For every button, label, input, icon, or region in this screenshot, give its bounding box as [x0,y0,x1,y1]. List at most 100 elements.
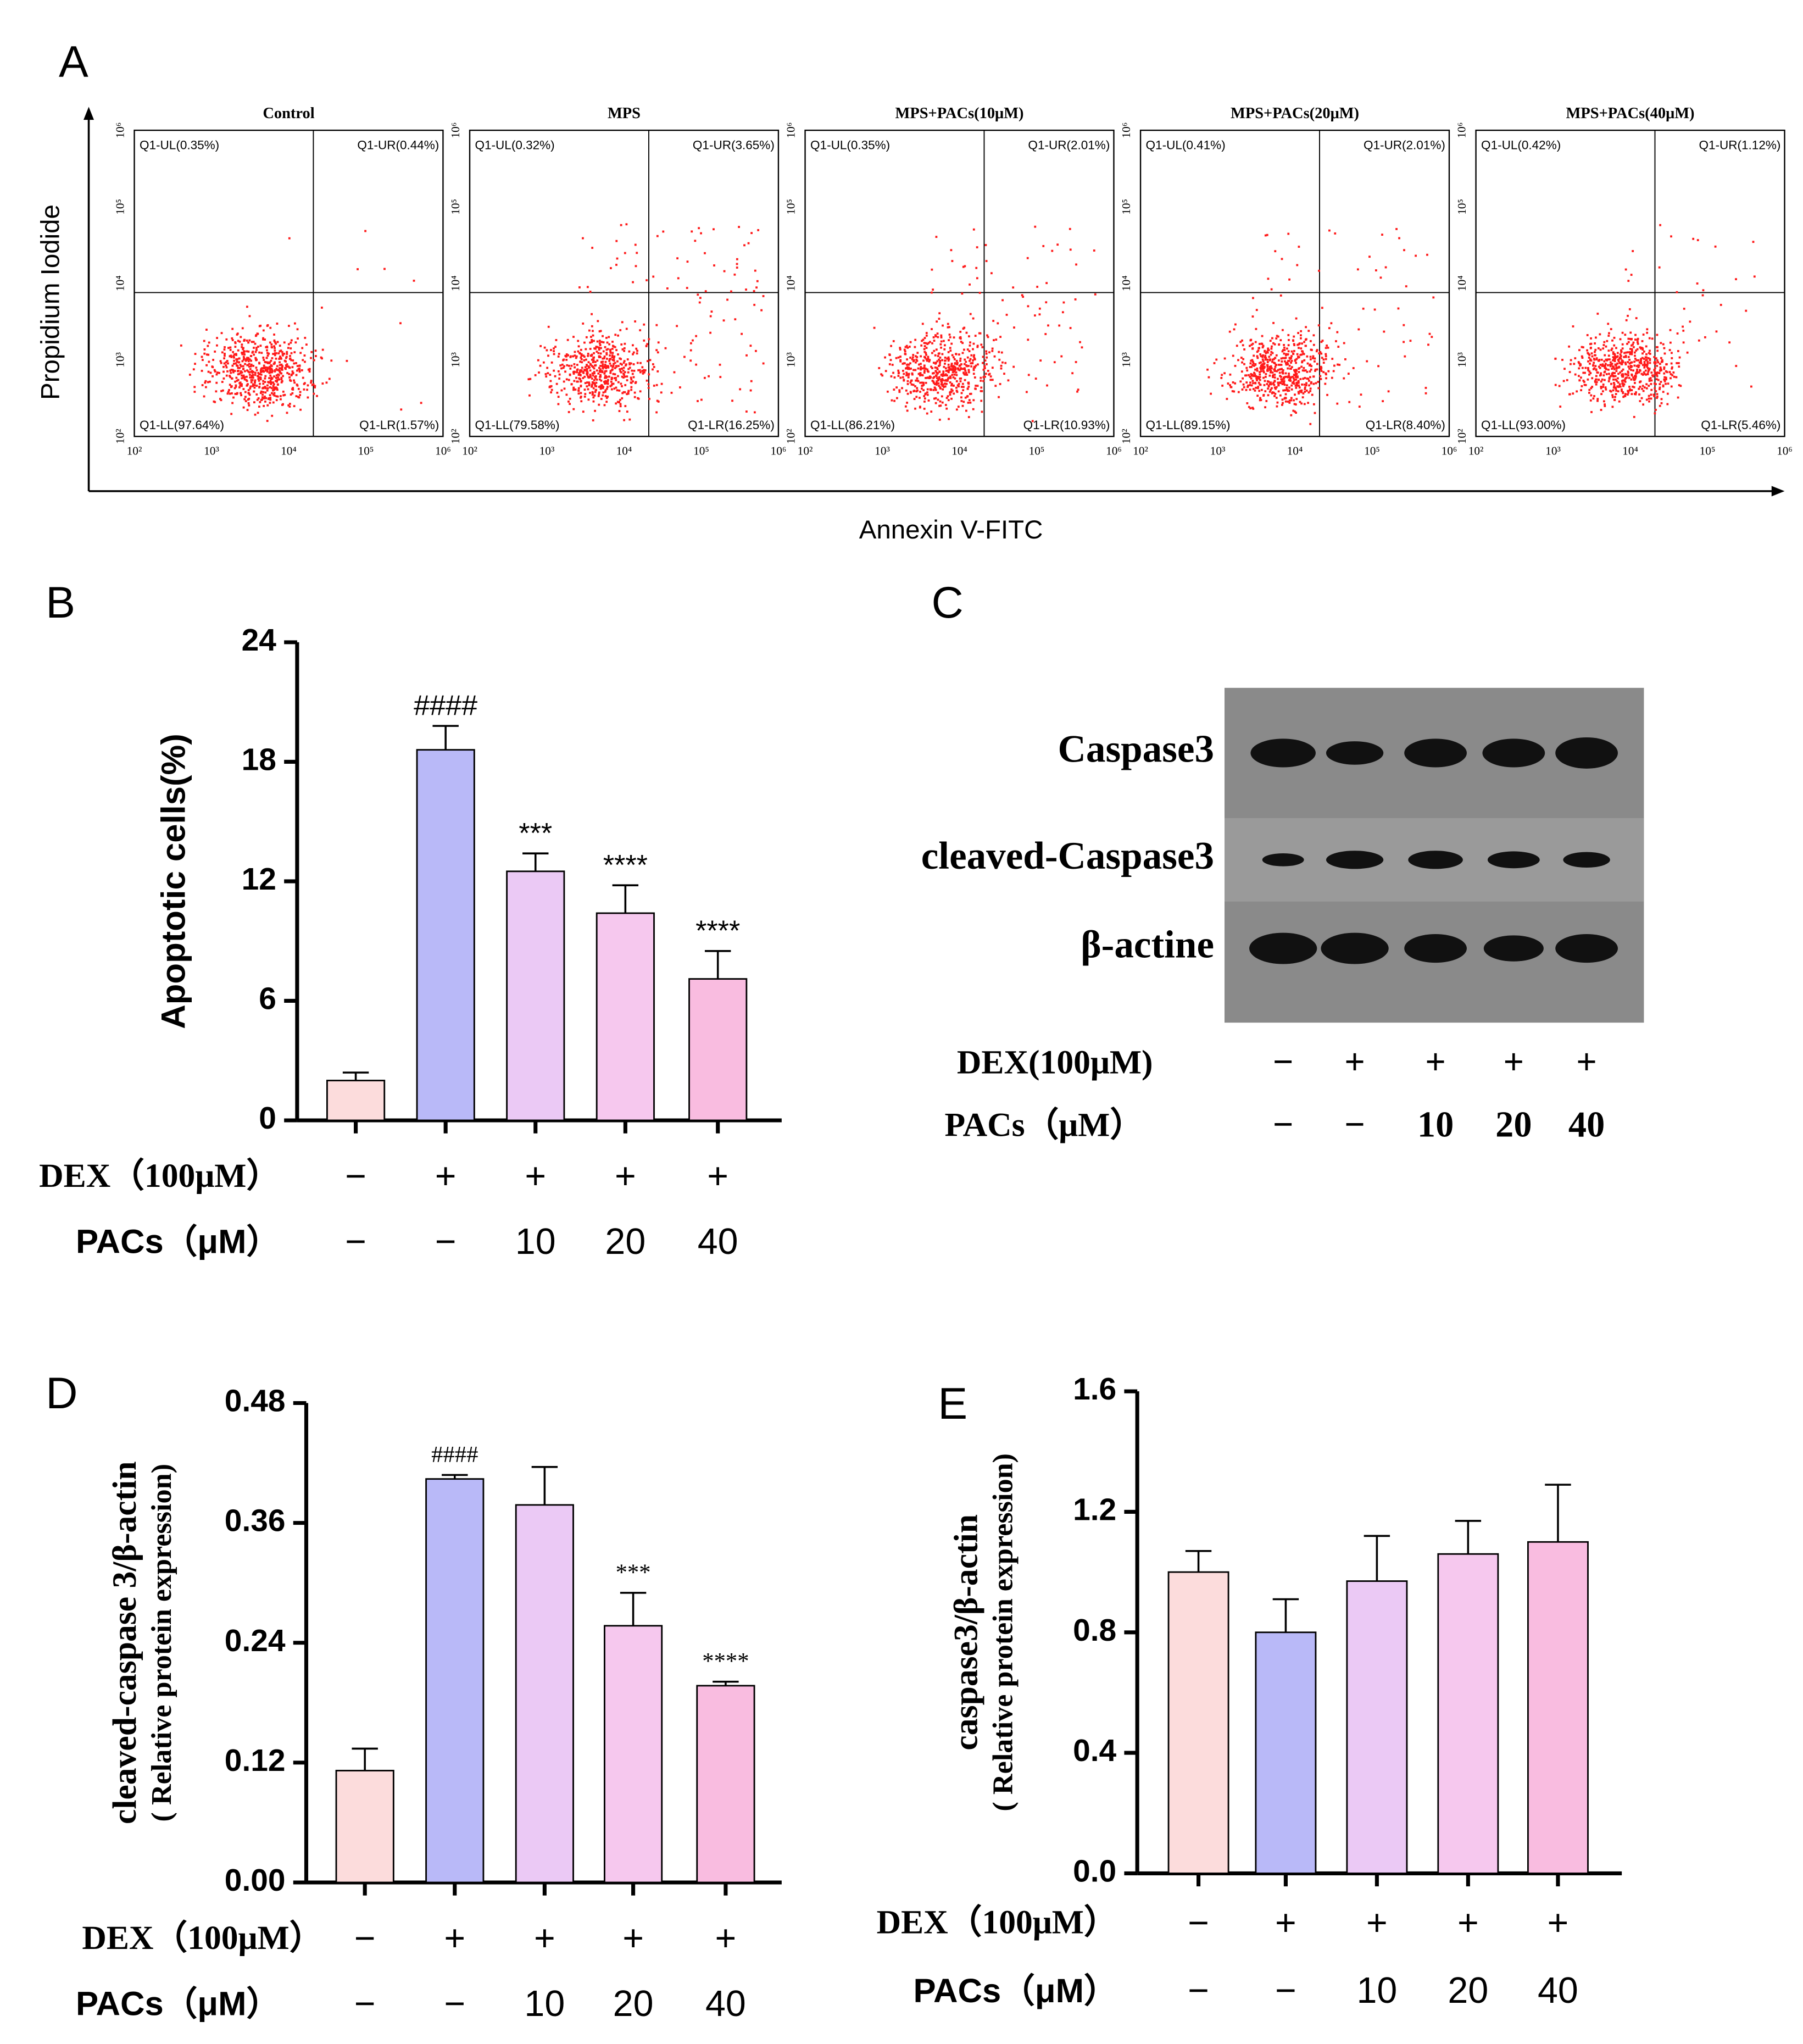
event-dot [293,322,296,325]
event-dot [926,359,928,362]
event-dot [1648,385,1650,387]
event-dot [1251,360,1254,363]
event-dot [1250,373,1253,375]
x-row-value: 10 [515,1221,556,1262]
event-dot [1317,324,1320,327]
event-dot [983,365,986,368]
event-dot [1320,341,1323,343]
event-dot [1600,358,1603,361]
event-dot [1701,294,1704,297]
event-dot [1617,381,1620,384]
event-dot [1241,361,1243,364]
event-dot [241,377,243,380]
event-dot [1061,311,1064,314]
event-dot [1333,364,1335,367]
event-dot [1563,368,1566,370]
event-dot [1287,334,1290,336]
event-dot [739,388,742,391]
event-dot [1259,371,1261,374]
event-dot [285,364,287,366]
condition-value: 10 [1417,1104,1454,1145]
event-dot [293,351,296,353]
event-dot [1580,389,1582,392]
event-dot [944,374,947,376]
event-dot [1266,370,1269,372]
event-dot [613,357,615,359]
event-dot [1266,361,1269,363]
event-dot [606,341,609,344]
event-dot [1279,375,1282,377]
event-dot [1281,383,1284,385]
event-dot [643,323,645,326]
event-dot [570,355,572,358]
event-dot [964,358,966,361]
event-dot [928,359,931,362]
bar [515,1504,574,1884]
event-dot [262,337,264,340]
event-dot [939,400,942,403]
event-dot [906,358,908,360]
event-dot [945,370,948,372]
event-dot [1274,250,1277,253]
event-dot [649,359,652,362]
bar [506,870,565,1121]
event-dot [1649,377,1652,380]
event-dot [923,371,926,374]
event-dot [1574,373,1577,376]
condition-value: − [1344,1104,1365,1145]
event-dot [1655,372,1657,374]
event-dot [886,390,889,393]
event-dot [620,343,623,346]
event-dot [1229,384,1231,386]
event-dot [1605,367,1607,370]
event-dot [643,339,645,342]
event-dot [1077,388,1079,391]
event-dot [1062,301,1065,304]
event-dot [586,368,588,370]
y-tick-label: 10⁶ [1455,123,1468,138]
event-dot [1603,360,1606,363]
event-dot [275,368,278,370]
event-dot [949,347,951,349]
event-dot [1253,371,1255,374]
event-dot [599,368,602,371]
event-dot [582,322,585,325]
event-dot [286,412,288,414]
event-dot [288,373,291,375]
event-dot [1554,384,1557,386]
event-dot [762,362,765,365]
event-dot [1223,372,1226,375]
event-dot [938,352,941,355]
event-dot [961,382,964,385]
event-dot [1215,358,1218,361]
event-dot [275,374,278,377]
event-dot [610,378,613,381]
event-dot [1293,344,1295,347]
event-dot [932,372,935,374]
event-dot [1658,372,1661,374]
event-dot [1637,337,1639,340]
event-dot [276,388,279,391]
event-dot [1260,368,1262,370]
event-dot [1612,359,1614,362]
event-dot [1745,309,1748,312]
event-dot [1650,379,1653,382]
event-dot [927,358,930,360]
event-dot [272,381,275,384]
event-dot [230,413,233,415]
event-dot [952,366,955,369]
event-dot [1292,339,1294,342]
event-dot [257,397,260,399]
event-dot [1234,323,1237,326]
x-tick-label: 10² [462,445,477,458]
event-dot [967,371,970,374]
event-dot [1374,269,1377,271]
event-dot [261,393,264,396]
event-dot [604,360,607,363]
event-dot [1326,345,1328,347]
event-dot [251,371,254,374]
event-dot [1650,371,1653,374]
y-tick-label: 24 [242,623,277,658]
event-dot [1588,356,1590,359]
event-dot [1581,357,1584,359]
